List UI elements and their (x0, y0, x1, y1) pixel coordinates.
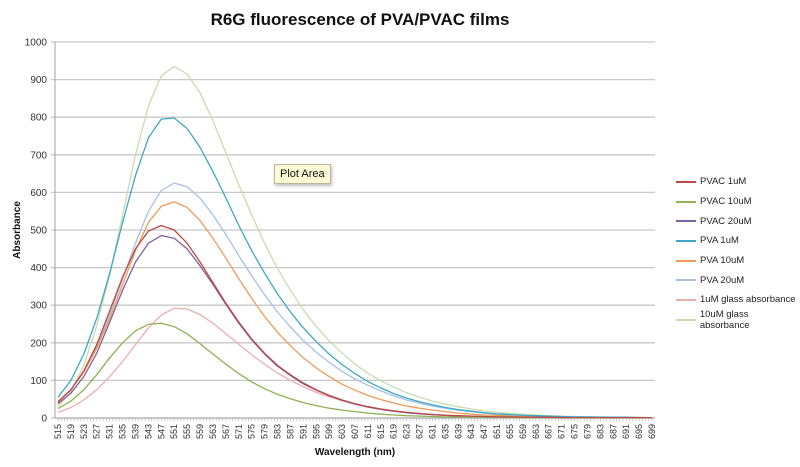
x-tick-label: 635 (440, 424, 450, 439)
legend-label: PVA 10uM (700, 255, 745, 267)
legend-swatch-icon (676, 200, 696, 203)
y-tick-label: 1000 (25, 38, 48, 49)
x-tick-label: 543 (143, 424, 153, 439)
series-line-pvac-1um[interactable] (57, 224, 652, 419)
x-tick-label: 583 (273, 424, 283, 439)
x-tick-label: 595 (311, 424, 321, 439)
x-tick-label: 691 (621, 424, 631, 439)
x-tick-label: 531 (105, 424, 115, 439)
legend-item-1um-glass[interactable]: 1uM glass absorbance (676, 290, 800, 310)
legend-item-pvac-20um[interactable]: PVAC 20uM (676, 211, 800, 231)
legend-item-pvac-1um[interactable]: PVAC 1uM (676, 172, 800, 192)
x-tick-label: 603 (337, 424, 347, 439)
legend-item-pvac-10um[interactable]: PVAC 10uM (676, 192, 800, 212)
x-tick-label: 683 (595, 424, 605, 439)
x-tick-label: 579 (260, 424, 270, 439)
y-tick-label: 500 (30, 226, 47, 237)
x-tick-label: 643 (466, 424, 476, 439)
x-tick-label: 671 (557, 424, 567, 439)
x-tick-label: 587 (285, 424, 295, 439)
y-tick-label: 400 (30, 263, 47, 274)
legend-item-pva-20um[interactable]: PVA 20uM (676, 270, 800, 290)
x-tick-label: 555 (182, 424, 192, 439)
legend-label: 1uM glass absorbance (700, 294, 796, 306)
x-tick-label: 675 (570, 424, 580, 439)
x-tick-label: 571 (234, 424, 244, 439)
plot-area-tooltip: Plot Area (274, 164, 331, 184)
legend-swatch-icon (676, 239, 696, 242)
x-tick-label: 515 (53, 424, 63, 439)
legend-item-10um-glass[interactable]: 10uM glass absorbance (676, 308, 800, 331)
x-tick-label: 619 (389, 424, 399, 439)
x-tick-label: 679 (582, 424, 592, 439)
legend-swatch-icon (676, 318, 696, 321)
x-tick-label: 535 (118, 424, 128, 439)
x-tick-label: 567 (221, 424, 231, 439)
x-tick-label: 631 (427, 424, 437, 439)
series-line-pva-20um[interactable] (57, 182, 652, 419)
y-tick-label: 900 (30, 75, 47, 86)
y-tick-label: 200 (30, 338, 47, 349)
series-line-pva-1um[interactable] (57, 117, 652, 419)
x-axis-title: Wavelength (nm) (315, 447, 395, 458)
x-tick-label: 519 (66, 424, 76, 439)
legend-label: PVA 20uM (700, 274, 745, 286)
legend-item-pva-1um[interactable]: PVA 1uM (676, 231, 800, 251)
x-tick-label: 547 (156, 424, 166, 439)
legend-swatch-icon (676, 279, 696, 282)
legend-swatch-icon (676, 180, 696, 183)
x-tick-label: 575 (247, 424, 257, 439)
x-tick-label: 695 (634, 424, 644, 439)
x-tick-label: 559 (195, 424, 205, 439)
x-tick-label: 627 (415, 424, 425, 439)
chart-legend[interactable]: PVAC 1uM PVAC 10uM PVAC 20uM PVA 1uM PVA… (676, 172, 800, 331)
legend-label: PVAC 10uM (700, 196, 752, 208)
x-tick-label: 687 (608, 424, 618, 439)
x-tick-label: 563 (208, 424, 218, 439)
x-tick-label: 651 (492, 424, 502, 439)
y-tick-label: 100 (30, 376, 47, 387)
legend-swatch-icon (676, 298, 696, 301)
y-tick-label: 600 (30, 188, 47, 199)
y-axis-title: Absorbance (12, 201, 23, 259)
x-tick-label: 659 (518, 424, 528, 439)
x-tick-label: 655 (505, 424, 515, 439)
legend-label: PVA 1uM (700, 235, 739, 247)
y-tick-label: 0 (41, 414, 47, 425)
x-tick-label: 611 (363, 424, 373, 438)
y-tick-label: 800 (30, 113, 47, 124)
x-tick-label: 623 (402, 424, 412, 439)
x-tick-label: 599 (324, 424, 334, 439)
legend-swatch-icon (676, 220, 696, 223)
x-tick-label: 667 (544, 424, 554, 439)
legend-swatch-icon (676, 259, 696, 262)
x-tick-label: 647 (479, 424, 489, 439)
x-tick-label: 527 (92, 424, 102, 439)
x-tick-label: 607 (350, 424, 360, 439)
x-tick-label: 551 (169, 424, 179, 439)
series-line-10um-glass-absorbance[interactable] (57, 65, 653, 419)
x-tick-label: 663 (531, 424, 541, 439)
x-tick-label: 523 (79, 424, 89, 439)
x-tick-label: 591 (298, 424, 308, 439)
y-tick-label: 700 (30, 150, 47, 161)
series-line-pva-10um[interactable] (57, 201, 652, 419)
legend-label: PVAC 20uM (700, 215, 752, 227)
y-tick-label: 300 (30, 301, 47, 312)
legend-item-pva-10um[interactable]: PVA 10uM (676, 251, 800, 271)
x-tick-label: 699 (647, 424, 657, 439)
legend-label: 10uM glass absorbance (699, 308, 750, 331)
x-tick-label: 615 (376, 424, 386, 439)
x-tick-label: 639 (453, 424, 463, 439)
legend-label: PVAC 1uM (700, 176, 747, 188)
x-tick-label: 539 (130, 424, 140, 439)
chart-title: R6G fluorescence of PVA/PVAC films (210, 10, 510, 29)
